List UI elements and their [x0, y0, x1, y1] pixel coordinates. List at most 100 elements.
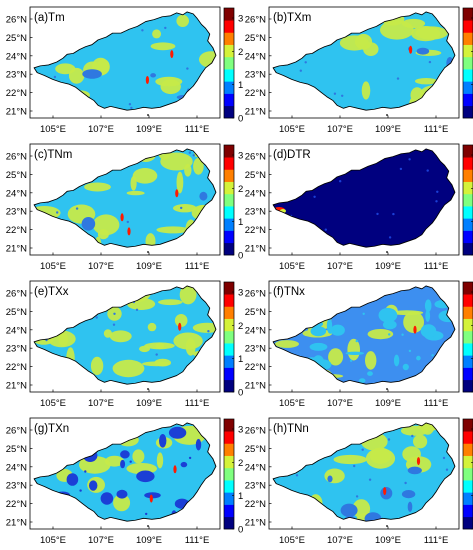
hotspot	[173, 465, 177, 474]
value-dot	[207, 330, 210, 333]
lon-label: 107°E	[88, 535, 114, 546]
value-patch	[328, 348, 344, 366]
lat-label: 22°N	[6, 88, 27, 99]
value-patch	[144, 342, 175, 350]
value-patch	[347, 338, 360, 361]
colorbar-tick-label: 2	[238, 458, 243, 469]
lon-label: 111°E	[424, 124, 449, 135]
colorbar-segment	[224, 480, 234, 493]
value-patch	[354, 33, 373, 50]
colorbar-segment	[463, 93, 473, 107]
province-border	[272, 148, 456, 248]
value-patch	[159, 434, 167, 448]
value-patch	[58, 332, 69, 347]
lat-label: 22°N	[245, 362, 266, 373]
lon-label: 107°E	[327, 124, 353, 135]
value-patch	[199, 191, 208, 201]
value-dot	[141, 29, 144, 32]
value-dot	[160, 441, 163, 444]
lat-label: 24°N	[245, 462, 266, 473]
value-patch	[309, 342, 328, 351]
lon-label: 105°E	[40, 398, 66, 409]
colorbar-segment	[463, 343, 473, 356]
value-patch	[358, 378, 366, 383]
lon-label: 105°E	[40, 261, 66, 272]
value-patch	[96, 59, 110, 75]
lat-label: 24°N	[6, 462, 27, 473]
colorbar-tick-label: 1	[238, 217, 243, 228]
map-panel: (e)TXx 21°N 22°N 23°N 24°N 25°N 26°N 105°E 107°E…	[6, 280, 243, 409]
lat-label: 25°N	[245, 307, 266, 318]
colorbar-tick-label: 3	[238, 14, 243, 25]
colorbar-tick-label: 3	[238, 151, 243, 162]
colorbar-segment	[224, 443, 234, 456]
colorbar-segment	[224, 455, 234, 469]
lat-label: 23°N	[6, 481, 27, 492]
lat-label: 22°N	[6, 225, 27, 236]
colorbar-frame	[223, 281, 235, 393]
value-dot	[322, 363, 325, 366]
value-patch	[378, 307, 398, 323]
value-dot	[388, 236, 392, 239]
hotspot	[383, 487, 387, 496]
province-border	[33, 148, 217, 248]
lat-label: 23°N	[6, 70, 27, 81]
lon-label: 111°E	[185, 398, 210, 409]
colorbar-segment	[224, 318, 234, 332]
value-patch	[367, 329, 394, 340]
colorbar-segment	[224, 206, 234, 219]
island	[147, 525, 149, 527]
map-panel: (g)TXn 21°N 22°N 23°N 24°N 25°N 26°N 105°E 107°E…	[6, 417, 243, 546]
value-patch	[333, 454, 368, 465]
value-dot	[130, 106, 133, 110]
value-dot	[431, 354, 434, 357]
value-patch	[82, 69, 102, 79]
colorbar-segment	[463, 455, 473, 469]
map-panel: (c)TNm 21°N 22°N 23°N 24°N 25°N 26°N 105°E 107°E…	[6, 143, 243, 272]
colorbar-tick-label: 2	[238, 47, 243, 58]
colorbar-segment	[463, 218, 473, 231]
value-dot	[186, 67, 189, 70]
colorbar-tick-label: 0	[238, 251, 243, 262]
value-dot	[411, 434, 414, 438]
value-patch	[184, 164, 192, 177]
lon-label: 111°E	[185, 535, 210, 546]
colorbar-segment	[224, 242, 234, 256]
value-patch	[361, 81, 371, 100]
colorbar-segment	[463, 81, 473, 94]
value-dot	[164, 26, 167, 30]
panel-label: (d)DTR	[273, 149, 311, 161]
value-patch	[330, 324, 345, 336]
lon-label: 105°E	[40, 124, 66, 135]
lat-label: 26°N	[6, 152, 27, 163]
value-dot	[145, 512, 148, 516]
colorbar-segment	[463, 306, 473, 319]
colorbar-segment	[463, 169, 473, 182]
island	[386, 525, 388, 527]
province-border	[272, 285, 456, 385]
colorbar-segment	[463, 20, 473, 33]
panel-label: (f)TNx	[273, 286, 305, 298]
value-patch	[147, 322, 157, 332]
value-dot	[408, 158, 411, 161]
value-patch	[113, 494, 131, 512]
value-dot	[396, 77, 400, 80]
value-patch	[382, 320, 397, 330]
island	[386, 388, 388, 390]
value-dot	[442, 456, 446, 460]
value-dot	[313, 195, 316, 198]
value-dot	[56, 211, 59, 214]
lat-label: 21°N	[245, 381, 266, 392]
colorbar-segment	[463, 431, 473, 444]
lon-label: 109°E	[375, 535, 401, 546]
value-patch	[66, 473, 79, 486]
colorbar-segment	[224, 105, 234, 119]
value-dot	[408, 349, 412, 353]
colorbar-segment	[224, 93, 234, 107]
lat-label: 21°N	[6, 107, 27, 118]
value-patch	[425, 309, 431, 322]
value-patch	[152, 29, 162, 39]
value-dot	[75, 207, 79, 210]
